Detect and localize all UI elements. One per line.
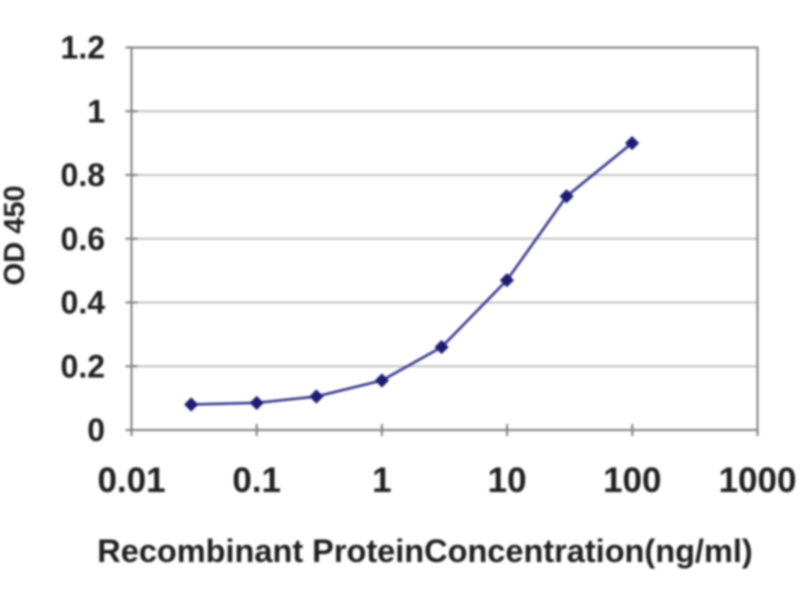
svg-text:0.4: 0.4 [61,285,106,321]
svg-text:1.2: 1.2 [61,30,105,66]
svg-text:Recombinant ProteinConcentrati: Recombinant ProteinConcentration(ng/ml) [97,533,752,569]
svg-text:10: 10 [488,461,527,500]
svg-text:1: 1 [87,93,105,129]
svg-text:1: 1 [372,461,391,500]
svg-text:100: 100 [603,461,661,500]
svg-text:OD 450: OD 450 [0,185,31,285]
svg-text:1000: 1000 [719,461,797,500]
svg-text:0: 0 [87,412,105,448]
svg-text:0.1: 0.1 [232,461,281,500]
svg-text:0.01: 0.01 [97,461,165,500]
svg-text:0.2: 0.2 [61,348,105,384]
svg-text:0.6: 0.6 [61,221,105,257]
svg-text:0.8: 0.8 [61,157,105,193]
